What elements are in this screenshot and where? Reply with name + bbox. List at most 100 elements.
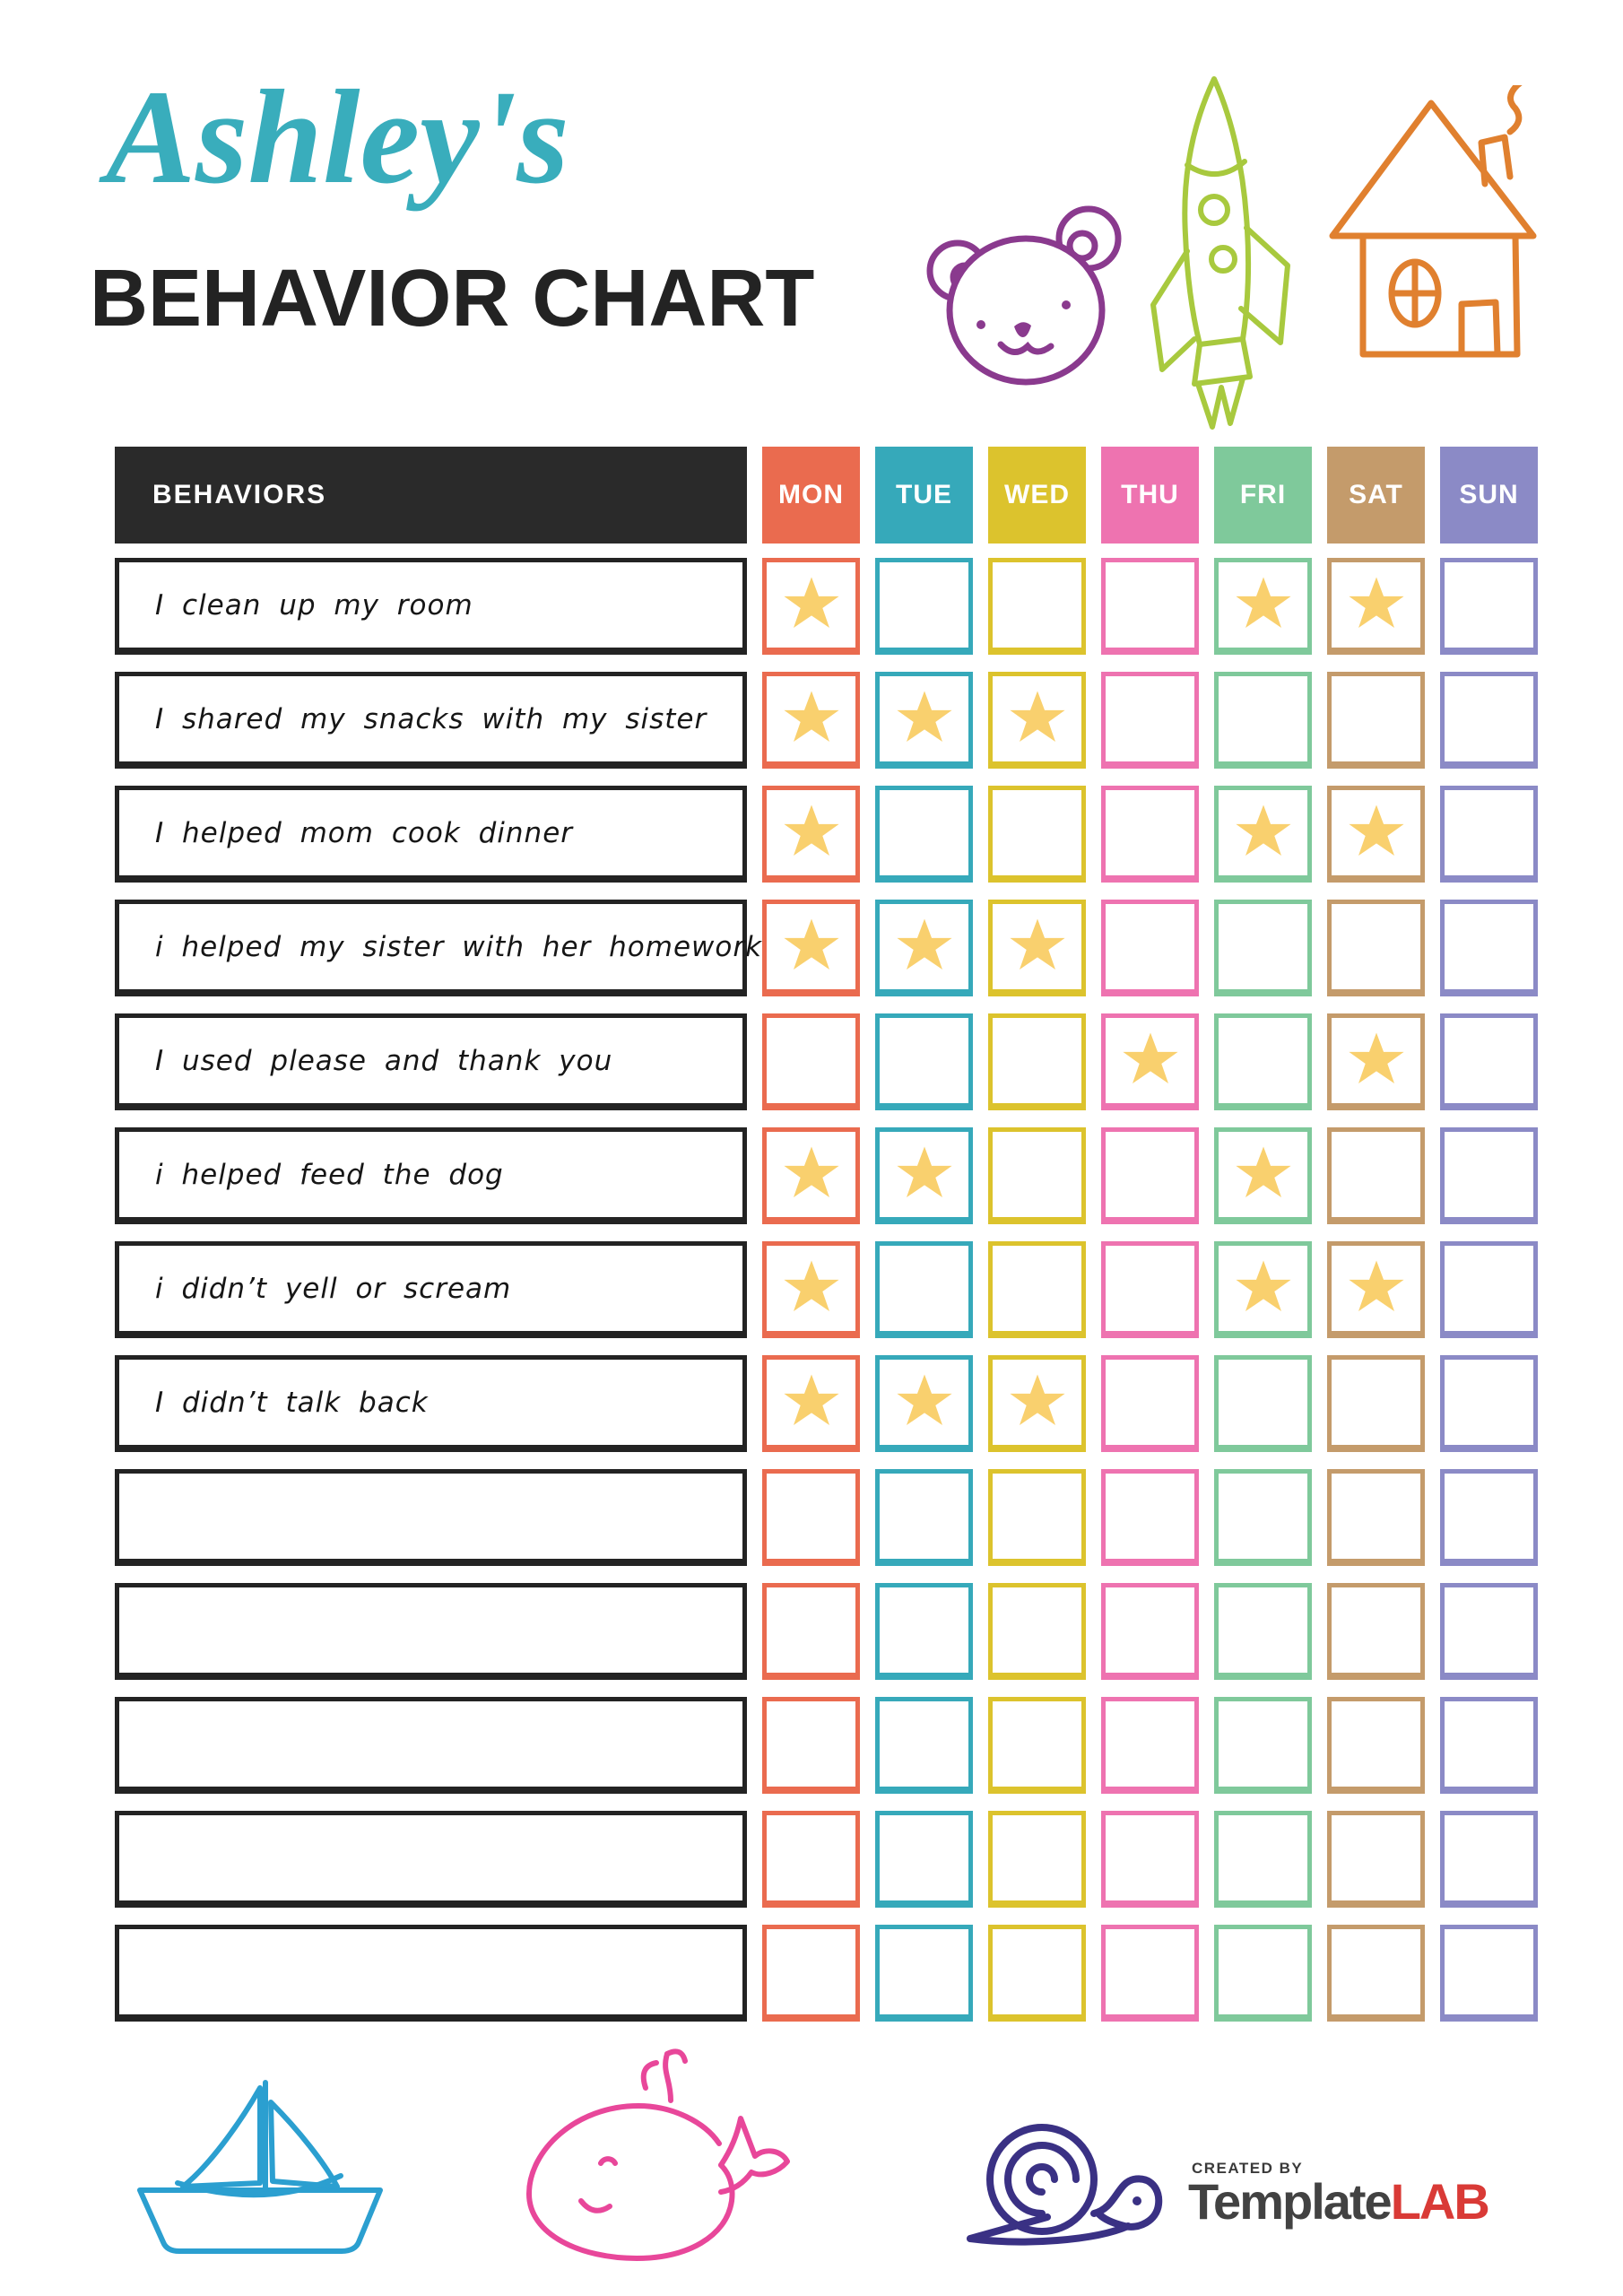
star-cell-thu[interactable] [1101, 786, 1199, 883]
star-cell-sun[interactable] [1440, 900, 1538, 996]
star-cell-tue[interactable] [875, 1469, 973, 1566]
star-cell-wed[interactable] [988, 1241, 1086, 1338]
star-cell-wed[interactable] [988, 1811, 1086, 1908]
star-cell-mon[interactable] [762, 1127, 860, 1224]
star-cell-wed[interactable] [988, 1013, 1086, 1110]
star-cell-thu[interactable] [1101, 1697, 1199, 1794]
star-cell-tue[interactable] [875, 672, 973, 769]
star-cell-sun[interactable] [1440, 1013, 1538, 1110]
star-cell-sat[interactable] [1327, 1583, 1425, 1680]
star-cell-tue[interactable] [875, 786, 973, 883]
star-cell-sun[interactable] [1440, 786, 1538, 883]
star-cell-wed[interactable] [988, 1127, 1086, 1224]
star-cell-sat[interactable] [1327, 1241, 1425, 1338]
created-by-label: CREATED BY [1192, 2160, 1304, 2177]
star-cell-sat[interactable] [1327, 1697, 1425, 1794]
star-cell-sun[interactable] [1440, 1697, 1538, 1794]
star-cell-mon[interactable] [762, 786, 860, 883]
star-cell-mon[interactable] [762, 1925, 860, 2022]
star-cell-fri[interactable] [1214, 1811, 1312, 1908]
star-cell-sun[interactable] [1440, 1469, 1538, 1566]
star-cell-wed[interactable] [988, 558, 1086, 655]
star-cell-sat[interactable] [1327, 1925, 1425, 2022]
star-cell-wed[interactable] [988, 1469, 1086, 1566]
brand-name: TemplateLAB [1188, 2177, 1490, 2227]
star-cell-mon[interactable] [762, 1697, 860, 1794]
star-cell-wed[interactable] [988, 1583, 1086, 1680]
star-cell-wed[interactable] [988, 672, 1086, 769]
star-cell-sun[interactable] [1440, 1355, 1538, 1452]
star-cell-mon[interactable] [762, 1241, 860, 1338]
star-cell-fri[interactable] [1214, 1355, 1312, 1452]
star-cell-tue[interactable] [875, 1583, 973, 1680]
star-cell-mon[interactable] [762, 1811, 860, 1908]
star-cell-thu[interactable] [1101, 1241, 1199, 1338]
star-cell-thu[interactable] [1101, 1469, 1199, 1566]
star-cell-tue[interactable] [875, 1127, 973, 1224]
star-cell-sun[interactable] [1440, 1925, 1538, 2022]
star-cell-fri[interactable] [1214, 1583, 1312, 1680]
star-cell-thu[interactable] [1101, 558, 1199, 655]
star-cell-mon[interactable] [762, 900, 860, 996]
star-cell-sat[interactable] [1327, 900, 1425, 996]
star-cell-thu[interactable] [1101, 1811, 1199, 1908]
star-cell-thu[interactable] [1101, 672, 1199, 769]
star-cell-tue[interactable] [875, 1811, 973, 1908]
star-cell-fri[interactable] [1214, 1013, 1312, 1110]
star-cell-tue[interactable] [875, 1013, 973, 1110]
star-cell-thu[interactable] [1101, 1355, 1199, 1452]
star-cell-tue[interactable] [875, 900, 973, 996]
star-cell-sat[interactable] [1327, 1355, 1425, 1452]
star-cell-fri[interactable] [1214, 1469, 1312, 1566]
star-cell-fri[interactable] [1214, 558, 1312, 655]
star-cell-tue[interactable] [875, 1355, 973, 1452]
star-cell-sat[interactable] [1327, 1013, 1425, 1110]
star-icon [783, 1260, 839, 1311]
star-cell-tue[interactable] [875, 1925, 973, 2022]
star-cell-sat[interactable] [1327, 1127, 1425, 1224]
star-cell-fri[interactable] [1214, 1241, 1312, 1338]
star-cell-thu[interactable] [1101, 1925, 1199, 2022]
behavior-label-cell: I helped mom cook dinner [115, 786, 747, 883]
star-cell-mon[interactable] [762, 672, 860, 769]
star-cell-sun[interactable] [1440, 1241, 1538, 1338]
behavior-label-cell [115, 1469, 747, 1566]
star-cell-mon[interactable] [762, 558, 860, 655]
star-cell-sun[interactable] [1440, 558, 1538, 655]
star-cell-wed[interactable] [988, 786, 1086, 883]
star-cell-mon[interactable] [762, 1469, 860, 1566]
star-cell-wed[interactable] [988, 1355, 1086, 1452]
star-cell-sun[interactable] [1440, 1811, 1538, 1908]
star-cell-fri[interactable] [1214, 1127, 1312, 1224]
star-icon [783, 1374, 839, 1425]
star-cell-sat[interactable] [1327, 786, 1425, 883]
star-cell-wed[interactable] [988, 1697, 1086, 1794]
star-cell-sat[interactable] [1327, 1469, 1425, 1566]
star-cell-mon[interactable] [762, 1355, 860, 1452]
star-cell-fri[interactable] [1214, 1925, 1312, 2022]
star-cell-thu[interactable] [1101, 1127, 1199, 1224]
star-cell-sun[interactable] [1440, 1583, 1538, 1680]
star-cell-tue[interactable] [875, 1697, 973, 1794]
star-cell-wed[interactable] [988, 1925, 1086, 2022]
star-cell-tue[interactable] [875, 558, 973, 655]
star-icon [1348, 577, 1404, 628]
star-cell-thu[interactable] [1101, 1013, 1199, 1110]
star-cell-wed[interactable] [988, 900, 1086, 996]
star-cell-sat[interactable] [1327, 558, 1425, 655]
star-cell-sun[interactable] [1440, 1127, 1538, 1224]
star-cell-fri[interactable] [1214, 786, 1312, 883]
star-cell-thu[interactable] [1101, 1583, 1199, 1680]
star-cell-sun[interactable] [1440, 672, 1538, 769]
star-cell-thu[interactable] [1101, 900, 1199, 996]
star-cell-tue[interactable] [875, 1241, 973, 1338]
star-cell-sat[interactable] [1327, 672, 1425, 769]
star-cell-sat[interactable] [1327, 1811, 1425, 1908]
star-cell-mon[interactable] [762, 1583, 860, 1680]
star-cell-mon[interactable] [762, 1013, 860, 1110]
star-cell-fri[interactable] [1214, 900, 1312, 996]
star-cell-fri[interactable] [1214, 672, 1312, 769]
star-icon [1348, 1260, 1404, 1311]
star-cell-fri[interactable] [1214, 1697, 1312, 1794]
